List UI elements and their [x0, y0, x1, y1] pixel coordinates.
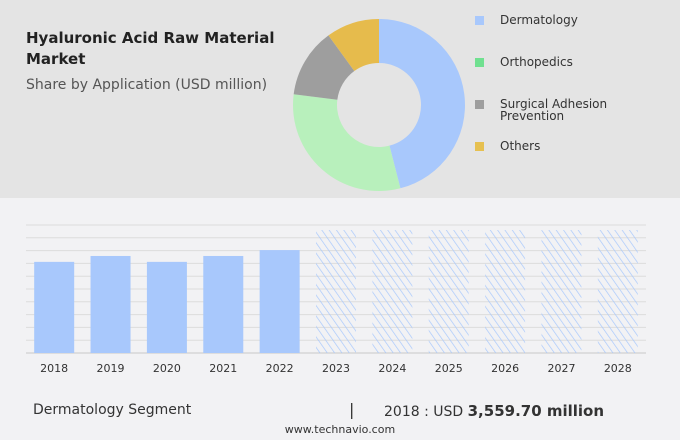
legend-label: Surgical Adhesion Prevention — [500, 97, 608, 123]
segment-value: 2018 : USD 3,559.70 million — [384, 402, 604, 420]
x-tick-label: 2019 — [97, 362, 125, 375]
donut-slice-surgical-adhesion-prevention — [293, 35, 355, 100]
x-tick-label: 2022 — [266, 362, 294, 375]
bar-2018 — [34, 261, 75, 353]
bar-2020 — [146, 261, 187, 353]
legend-swatch — [475, 100, 484, 109]
bar-2022 — [259, 250, 300, 353]
separator: | — [349, 400, 355, 419]
x-tick-label: 2028 — [604, 362, 632, 375]
x-tick-label: 2023 — [322, 362, 350, 375]
x-tick-label: 2027 — [547, 362, 575, 375]
donut-chart — [293, 19, 465, 191]
forecast-bar-2023 — [316, 230, 356, 353]
donut-slice-orthopedics — [293, 94, 401, 191]
bar-chart: 2018 2019 2020 2021 2022 2023 2024 2025 2026 2027… — [26, 224, 646, 375]
legend-item: Surgical Adhesion Prevention — [475, 98, 665, 124]
donut-slice-others — [328, 19, 379, 72]
forecast-bar-2026 — [485, 230, 526, 353]
legend-item: Others — [475, 140, 665, 166]
legend-swatch — [475, 16, 484, 25]
legend-item: Orthopedics — [475, 56, 665, 82]
x-tick-label: 2018 — [40, 362, 68, 375]
forecast-bar-2025 — [428, 230, 469, 353]
x-tick-label: 2025 — [435, 362, 463, 375]
x-tick-label: 2020 — [153, 362, 181, 375]
forecast-bar-2027 — [541, 230, 582, 353]
legend-label: Orthopedics — [500, 55, 573, 69]
bar-2021 — [203, 255, 244, 353]
legend-swatch — [475, 58, 484, 67]
chart-subtitle: Share by Application (USD million) — [26, 77, 268, 93]
x-tick-label: 2026 — [491, 362, 519, 375]
legend-label: Dermatology — [500, 13, 578, 27]
value-amount: 3,559.70 million — [467, 402, 605, 420]
chart-title: Hyaluronic Acid Raw Material Market — [26, 29, 275, 68]
website-link[interactable]: www.technavio.com — [284, 423, 396, 436]
legend-label: Others — [500, 139, 541, 153]
x-tick-label: 2021 — [209, 362, 237, 375]
year-label: 2018 : USD — [384, 404, 464, 420]
segment-label: Dermatology Segment — [33, 402, 192, 418]
forecast-bar-2028 — [597, 230, 638, 353]
bar-2019 — [90, 255, 131, 353]
legend-item: Dermatology — [475, 14, 665, 40]
x-tick-label: 2024 — [378, 362, 406, 375]
legend-swatch — [475, 142, 484, 151]
forecast-bar-2024 — [372, 230, 413, 353]
donut-slice-dermatology — [379, 19, 465, 189]
